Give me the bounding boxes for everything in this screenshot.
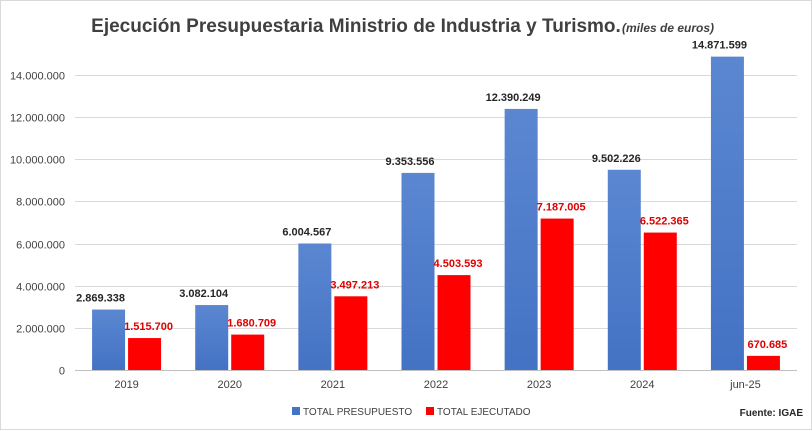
bar-total-ejecutado-jun-25 [746,355,780,370]
data-label-total-presupuesto-2021: 6.004.567 [282,226,331,238]
source-note: Fuente: IGAE [740,408,804,419]
legend-label-total-ejecutado: TOTAL EJECUTADO [437,407,531,418]
y-tick-label: 12.000.000 [10,113,65,125]
x-tick-label: 2022 [424,379,448,391]
legend-swatch-total-ejecutado [426,407,434,415]
x-tick-label: 2019 [114,379,138,391]
y-tick-label: 8.000.000 [16,197,65,209]
data-label-total-presupuesto-2023: 12.390.249 [486,92,541,104]
bar-total-ejecutado-2019 [128,338,162,370]
data-label-total-presupuesto-2024: 9.502.226 [592,153,641,165]
x-axis: 2019 2020 2021 2022 2023 2024 jun-25 [114,379,760,391]
bar-total-presupuesto-2022 [401,172,435,370]
data-label-total-presupuesto-2022: 9.353.556 [386,156,435,168]
bar-total-ejecutado-2023 [540,218,574,370]
y-tick-label: 2.000.000 [16,324,65,336]
y-tick-label: 0 [59,366,65,378]
legend-swatch-total-presupuesto [292,407,300,415]
x-tick-label: 2021 [321,379,345,391]
x-tick-label: 2020 [217,379,241,391]
data-label-total-ejecutado-2024: 6.522.365 [640,216,689,228]
bar-total-presupuesto-2024 [607,169,641,370]
chart-title: Ejecución Presupuestaria Ministrio de In… [91,16,621,37]
x-tick-label: 2023 [527,379,551,391]
y-tick-label: 10.000.000 [10,155,65,167]
data-label-total-presupuesto-2019: 2.869.338 [76,293,125,305]
y-axis: 0 2.000.000 4.000.000 6.000.000 8.000.000 10.… [10,71,65,378]
bar-total-ejecutado-2020 [231,334,265,370]
y-tick-label: 14.000.000 [10,71,65,83]
legend-label-total-presupuesto: TOTAL PRESUPUESTO [303,407,412,418]
data-label-total-ejecutado-2023: 7.187.005 [537,202,586,214]
y-tick-label: 6.000.000 [16,240,65,252]
chart-subtitle: (miles de euros) [622,21,714,35]
y-tick-label: 4.000.000 [16,282,65,294]
bar-total-ejecutado-2021 [334,296,368,370]
bar-total-presupuesto-2021 [298,243,332,370]
data-label-total-ejecutado-2019: 1.515.700 [124,321,173,333]
x-tick-label: jun-25 [729,379,761,391]
data-label-total-presupuesto-2020: 3.082.104 [179,288,229,300]
legend: TOTAL PRESUPUESTO TOTAL EJECUTADO [292,407,531,418]
data-label-total-ejecutado-2020: 1.680.709 [227,318,276,330]
bar-total-presupuesto-2019 [92,309,126,370]
bar-total-ejecutado-2024 [643,232,677,370]
bars: 2.869.338 1.515.700 3.082.104 1.680.709 6.00… [76,40,788,371]
data-label-total-presupuesto-jun-25: 14.871.599 [692,40,747,52]
data-label-total-ejecutado-2021: 3.497.213 [330,279,379,291]
data-label-total-ejecutado-jun-25: 670.685 [748,339,788,351]
data-label-total-ejecutado-2022: 4.503.593 [434,258,483,270]
bar-total-presupuesto-jun-25 [710,56,744,371]
bar-total-ejecutado-2022 [437,275,471,370]
bar-total-presupuesto-2020 [195,305,229,370]
x-tick-label: 2024 [630,379,654,391]
bar-total-presupuesto-2023 [504,108,538,371]
